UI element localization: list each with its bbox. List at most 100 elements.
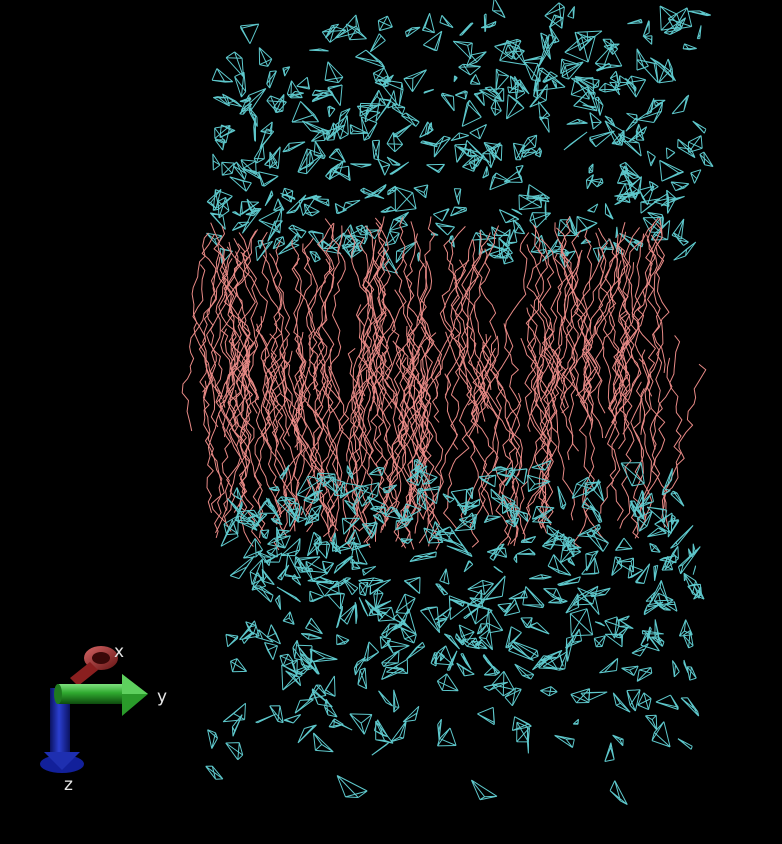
water-molecule bbox=[507, 86, 524, 94]
water-molecule bbox=[360, 116, 378, 141]
water-molecule bbox=[419, 486, 440, 505]
water-molecule bbox=[476, 623, 488, 635]
water-molecule bbox=[469, 597, 486, 606]
lipid-tail bbox=[320, 366, 350, 531]
water-molecule bbox=[491, 466, 508, 471]
water-molecule bbox=[670, 181, 690, 192]
water-molecule bbox=[436, 618, 448, 629]
water-molecule bbox=[231, 221, 250, 231]
water-molecule bbox=[212, 153, 221, 171]
water-molecule bbox=[531, 505, 555, 520]
water-molecule bbox=[297, 505, 308, 523]
water-molecule bbox=[482, 142, 501, 169]
water-molecule bbox=[570, 77, 590, 100]
lipid-tail bbox=[347, 228, 381, 412]
water-molecule bbox=[637, 101, 664, 123]
water-molecule bbox=[653, 564, 659, 582]
water-molecule bbox=[336, 775, 368, 798]
water-molecule bbox=[538, 656, 558, 670]
lipid-tail bbox=[412, 384, 444, 547]
water-molecule bbox=[686, 666, 697, 681]
lipid-tail bbox=[352, 383, 371, 543]
water-molecule bbox=[619, 232, 640, 251]
water-molecule bbox=[337, 107, 351, 130]
water-molecule bbox=[678, 546, 701, 575]
water-molecule bbox=[272, 236, 285, 250]
lipid-tail bbox=[297, 335, 336, 528]
water-molecule bbox=[466, 486, 474, 500]
water-molecule bbox=[452, 40, 473, 60]
water-molecule bbox=[332, 532, 338, 552]
water-molecule bbox=[480, 20, 497, 29]
water-molecule bbox=[349, 124, 369, 135]
water-molecule bbox=[269, 151, 278, 169]
water-molecule bbox=[664, 545, 679, 570]
water-molecule bbox=[490, 488, 509, 510]
water-molecule bbox=[482, 166, 489, 179]
water-molecule bbox=[222, 702, 246, 723]
water-molecule bbox=[380, 206, 396, 213]
lipid-tail bbox=[260, 368, 291, 551]
lipid-tail bbox=[482, 232, 530, 410]
water-molecule bbox=[423, 527, 444, 544]
water-molecule bbox=[313, 541, 331, 559]
lipid-tail bbox=[530, 304, 575, 521]
water-molecule bbox=[491, 226, 509, 237]
water-molecule bbox=[324, 698, 338, 718]
water-molecule bbox=[313, 732, 334, 753]
water-molecule bbox=[313, 198, 330, 207]
water-molecule bbox=[614, 189, 637, 206]
water-molecule bbox=[667, 7, 693, 30]
orientation-axes[interactable] bbox=[40, 646, 148, 773]
water-molecule bbox=[386, 156, 401, 166]
water-molecule bbox=[625, 75, 647, 98]
water-molecule bbox=[355, 49, 386, 68]
water-molecule bbox=[494, 38, 522, 60]
water-molecule bbox=[446, 650, 458, 671]
water-molecule bbox=[309, 48, 329, 52]
water-molecule bbox=[390, 619, 406, 632]
water-molecule bbox=[682, 630, 694, 649]
lipid-tail bbox=[577, 227, 608, 396]
water-molecule bbox=[673, 241, 697, 261]
lipid-tail bbox=[617, 233, 645, 450]
water-molecule bbox=[515, 509, 529, 523]
water-molecule bbox=[523, 56, 544, 62]
y-axis-arrow bbox=[54, 674, 148, 716]
water-molecule bbox=[258, 207, 283, 234]
lipid-tail bbox=[573, 348, 598, 549]
water-molecule bbox=[541, 529, 560, 550]
lipid-tail bbox=[242, 230, 259, 392]
lipid-tail bbox=[261, 231, 286, 443]
water-molecule bbox=[504, 44, 525, 61]
lipid-tail bbox=[225, 238, 256, 428]
water-molecule bbox=[258, 47, 273, 67]
water-molecule bbox=[620, 462, 645, 487]
water-molecule bbox=[670, 490, 685, 507]
water-molecule bbox=[612, 692, 631, 713]
water-molecule bbox=[391, 102, 406, 115]
water-molecule bbox=[482, 654, 499, 674]
water-molecule bbox=[571, 476, 595, 499]
lipid-tail bbox=[206, 328, 236, 513]
water-molecule bbox=[498, 237, 513, 259]
water-molecule bbox=[279, 464, 290, 480]
water-molecule bbox=[381, 623, 398, 638]
water-molecule bbox=[353, 656, 367, 676]
lipid-tail bbox=[530, 358, 549, 529]
lipid-tail bbox=[640, 234, 670, 435]
water-molecule bbox=[458, 624, 475, 643]
water-molecule bbox=[640, 198, 661, 214]
water-molecule bbox=[542, 71, 558, 83]
water-molecule bbox=[212, 96, 230, 107]
water-molecule bbox=[604, 115, 616, 127]
lipid-tail bbox=[366, 369, 387, 518]
water-molecule bbox=[439, 568, 450, 585]
lipid-tail bbox=[272, 393, 291, 537]
lipid-tail bbox=[280, 364, 330, 537]
water-molecule bbox=[522, 586, 545, 609]
water-molecule bbox=[484, 86, 502, 101]
water-molecule bbox=[264, 190, 274, 207]
water-molecule bbox=[509, 75, 519, 91]
